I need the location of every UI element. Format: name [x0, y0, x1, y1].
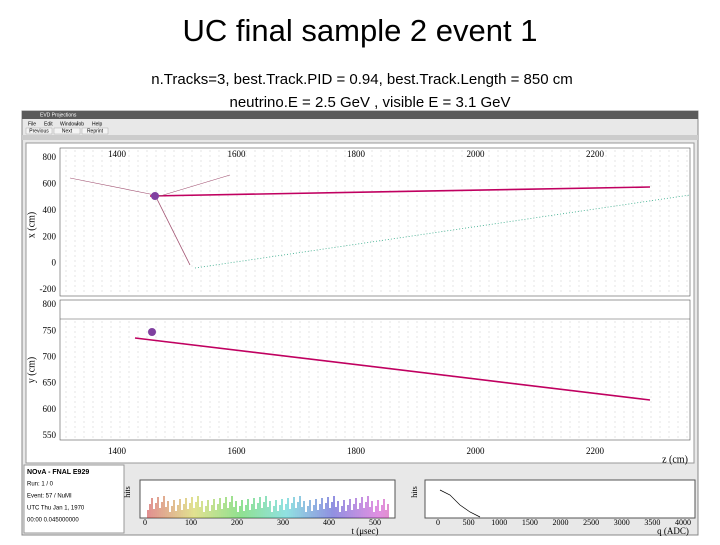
y-tick-label: 200 — [43, 231, 57, 241]
x-tick-label: 1000 — [491, 518, 507, 527]
button[interactable] — [53, 127, 81, 135]
menu-item: Help — [92, 121, 103, 127]
bottom-panel — [59, 299, 691, 441]
info-line: NOvA - FNAL E929 — [27, 469, 89, 476]
y-axis-label: y (cm) — [26, 357, 37, 383]
y-tick-label: 600 — [43, 178, 57, 188]
vertex — [148, 328, 156, 336]
charge-curve — [439, 489, 481, 518]
x-tick-label: 1400 — [108, 149, 127, 159]
track — [149, 186, 651, 197]
subtitle-line: neutrino.E = 2.5 GeV , visible E = 3.1 G… — [230, 94, 511, 111]
y-tick-label: 750 — [43, 325, 57, 335]
y-tick-label: 800 — [43, 299, 57, 309]
x-axis-label: t (μsec) — [351, 526, 378, 536]
info-line: Event: 57 / NuMI — [27, 494, 72, 500]
x-tick-label: 500 — [369, 518, 381, 527]
x-tick-label: 1500 — [522, 518, 538, 527]
track — [154, 194, 191, 266]
y-tick-label: 0 — [52, 258, 57, 268]
x-tick-label: 400 — [323, 518, 335, 527]
menu-item: Job — [76, 121, 84, 127]
button-label: Next — [62, 128, 73, 134]
top-panel — [59, 147, 691, 297]
info-line: UTC Thu Jan 1, 1970 — [27, 506, 85, 512]
info-line: 00:00 0.045000000 — [27, 518, 79, 524]
slide-title: UC final sample 2 event 1 — [183, 13, 538, 48]
x-tick-label: 2000 — [467, 149, 486, 159]
toolbar-separator — [22, 135, 698, 140]
x-tick-label: 2000 — [467, 446, 486, 456]
x-tick-label: 2200 — [586, 149, 605, 159]
vertex — [151, 192, 159, 200]
x-tick-label: 0 — [436, 518, 440, 527]
x-tick-label: 1400 — [108, 446, 127, 456]
x-tick-label: 500 — [463, 518, 475, 527]
title-bar — [22, 111, 698, 119]
y-axis-label: x (cm) — [26, 212, 37, 238]
menu-item: File — [28, 121, 36, 127]
track — [69, 177, 161, 197]
subtitle-line: n.Tracks=3, best.Track.PID = 0.94, best.… — [151, 71, 572, 88]
x-tick-label: 1800 — [347, 149, 366, 159]
x-tick-label: 2200 — [586, 446, 605, 456]
y-axis-label: hits — [123, 486, 132, 498]
y-axis-label: hits — [410, 486, 419, 498]
x-tick-label: 1800 — [347, 446, 366, 456]
button[interactable] — [81, 127, 109, 135]
x-tick-label: 100 — [185, 518, 197, 527]
track — [159, 174, 231, 197]
x-tick-label: 0 — [143, 518, 147, 527]
x-axis-label: z (cm) — [662, 454, 688, 465]
button[interactable] — [25, 127, 53, 135]
x-tick-label: 1600 — [228, 149, 247, 159]
x-tick-label: 3500 — [644, 518, 660, 527]
info-line: Run: 1 / 0 — [27, 482, 54, 488]
y-tick-label: 400 — [43, 205, 57, 215]
x-axis-label: q (ADC) — [657, 526, 689, 536]
x-tick-label: 3000 — [614, 518, 630, 527]
track — [134, 337, 651, 401]
x-tick-label: 2500 — [583, 518, 599, 527]
window-title: EVD Projections — [40, 112, 77, 118]
menu-item: Edit — [44, 121, 53, 127]
info-box — [23, 464, 125, 534]
button-label: Previous — [29, 128, 49, 134]
y-tick-label: 650 — [43, 378, 57, 388]
charge-hist — [424, 479, 696, 519]
menu-item: Window — [60, 121, 78, 127]
y-tick-label: -200 — [40, 284, 57, 294]
x-tick-label: 1600 — [228, 446, 247, 456]
x-tick-label: 200 — [231, 518, 243, 527]
x-tick-label: 4000 — [675, 518, 691, 527]
y-tick-label: 700 — [43, 351, 57, 361]
x-tick-label: 2000 — [553, 518, 569, 527]
y-tick-label: 600 — [43, 404, 57, 414]
y-tick-label: 550 — [43, 430, 57, 440]
y-tick-label: 800 — [43, 152, 57, 162]
button-label: Reprint — [87, 128, 104, 134]
x-tick-label: 300 — [277, 518, 289, 527]
